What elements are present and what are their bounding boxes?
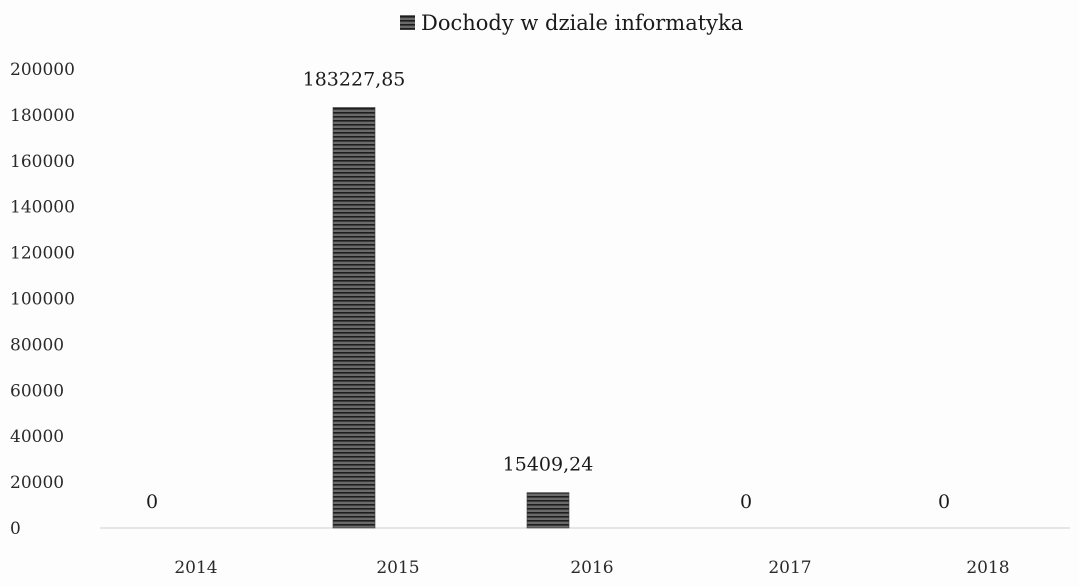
y-tick-label: 180000 <box>10 106 75 126</box>
data-label: 0 <box>740 491 752 513</box>
y-tick-label: 40000 <box>10 427 64 447</box>
y-tick-label: 60000 <box>10 381 64 401</box>
data-label: 15409,24 <box>503 454 594 476</box>
bars <box>332 107 570 529</box>
y-tick-label: 140000 <box>10 198 75 218</box>
y-tick-label: 100000 <box>10 290 75 310</box>
data-label: 183227,85 <box>303 68 406 90</box>
data-label: 0 <box>146 491 158 513</box>
x-tick-label: 2014 <box>174 558 217 578</box>
data-label: 0 <box>938 491 950 513</box>
legend: Dochody w dziale informatyka <box>400 11 743 35</box>
legend-label: Dochody w dziale informatyka <box>421 11 743 35</box>
y-tick-label: 0 <box>10 519 21 539</box>
x-tick-label: 2018 <box>966 558 1009 578</box>
y-tick-label: 160000 <box>10 152 75 172</box>
x-axis: 2014 2015 2016 2017 2018 <box>174 558 1009 578</box>
legend-swatch <box>400 15 415 30</box>
y-tick-label: 20000 <box>10 473 64 493</box>
y-tick-label: 200000 <box>10 60 75 80</box>
y-tick-label: 80000 <box>10 335 64 355</box>
x-tick-label: 2015 <box>376 558 419 578</box>
x-tick-label: 2017 <box>768 558 811 578</box>
x-tick-label: 2016 <box>570 558 613 578</box>
y-tick-label: 120000 <box>10 244 75 264</box>
bar <box>332 107 376 529</box>
bar <box>526 492 570 529</box>
y-axis: 0 20000 40000 60000 80000 100000 120000 140000 1… <box>10 60 75 539</box>
data-labels: 0 183227,85 15409,24 0 0 <box>146 68 950 513</box>
